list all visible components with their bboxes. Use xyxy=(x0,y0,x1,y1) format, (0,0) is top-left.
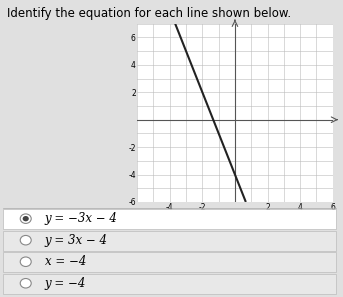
Text: x = −4: x = −4 xyxy=(45,255,86,268)
Text: y = −4: y = −4 xyxy=(45,277,86,290)
Text: Identify the equation for each line shown below.: Identify the equation for each line show… xyxy=(7,7,291,20)
Text: y = −3x − 4: y = −3x − 4 xyxy=(45,212,117,225)
Text: y = 3x − 4: y = 3x − 4 xyxy=(45,234,108,247)
